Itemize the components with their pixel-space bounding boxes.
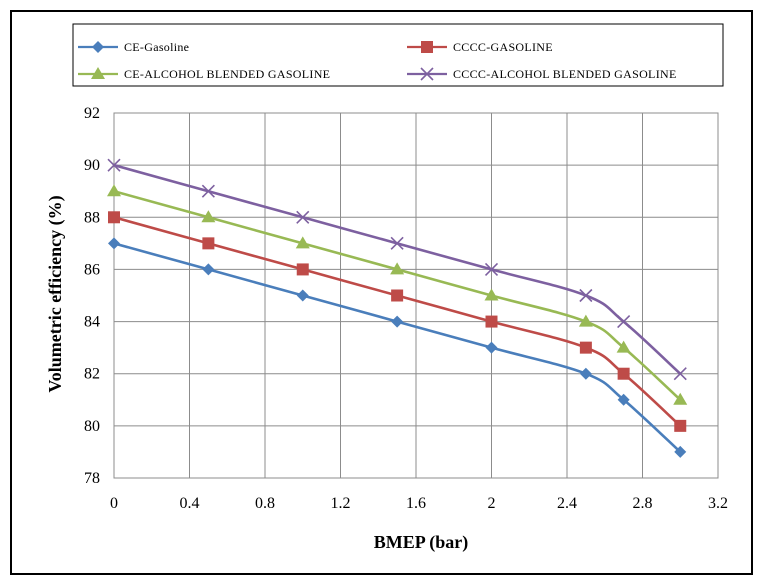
legend-marker [92,41,104,53]
data-point [296,263,309,276]
plot-grid [113,112,719,479]
data-point [484,288,499,301]
data-point [579,341,592,354]
x-tick-label: 2.4 [557,495,577,512]
data-point [108,211,120,224]
data-point [201,210,216,223]
series-1 [108,237,687,458]
y-tick-label: 90 [84,157,100,174]
data-point [617,315,631,329]
data-point [296,210,310,224]
data-point [485,341,498,354]
series-line [113,163,682,375]
legend-label: CCCC-GASOLINE [453,40,553,54]
data-point [107,184,121,197]
legend-marker [420,67,434,81]
data-point [484,262,499,276]
legend-label: CE-Gasoline [124,40,189,54]
data-point [617,367,630,380]
y-tick-label: 84 [84,314,100,331]
plot-area [113,112,719,479]
data-point [391,289,404,302]
legend-entry: CE-Gasoline [78,40,189,54]
series-line [113,242,682,453]
x-axis-title: BMEP (bar) [374,532,469,553]
legend-entry: CCCC-GASOLINE [407,40,553,54]
x-tick-label: 0.8 [255,495,275,512]
data-point [674,419,687,432]
series-line [113,189,682,401]
series-3 [107,184,688,405]
series-layer [107,158,688,458]
data-point [616,340,631,353]
data-point [391,315,404,328]
data-point [202,263,215,276]
x-tick-label: 0.4 [180,495,200,512]
y-tick-label: 80 [84,418,100,435]
y-axis-title: Volumetric efficiency (%) [45,195,66,392]
y-tick-label: 88 [84,209,100,226]
x-tick-label: 2.8 [633,495,653,512]
legend-marker [91,67,105,79]
y-tick-label: 86 [84,261,100,278]
data-point [390,236,404,250]
legend: CE-Gasoline CCCC-GASOLINE CE-ALCOHOL BLEND… [72,23,724,87]
data-point [202,237,215,250]
data-point [295,236,310,249]
data-point [674,445,687,458]
x-tick-label: 0 [110,495,118,512]
tick-labels: 0 0.4 0.8 1.2 1.6 2 2.4 2.8 3.2 78 80 82 84 86 88 90 92 [84,105,728,512]
data-point [579,288,593,303]
x-tick-label: 1.6 [406,495,426,512]
y-tick-label: 92 [84,105,100,122]
data-point [579,367,592,380]
legend-box [72,23,724,87]
legend-marker [421,41,433,53]
data-point [617,393,630,406]
data-point [107,158,121,172]
data-point [108,237,120,250]
x-tick-label: 3.2 [708,495,728,512]
legend-entry: CCCC-ALCOHOL BLENDED GASOLINE [407,67,677,81]
legend-label: CE-ALCOHOL BLENDED GASOLINE [124,67,330,81]
y-tick-label: 82 [84,366,100,383]
data-point [201,184,215,198]
x-tick-label: 2 [488,495,496,512]
data-point [296,289,309,302]
legend-entry: CE-ALCOHOL BLENDED GASOLINE [78,67,330,81]
x-tick-label: 1.2 [331,495,351,512]
data-point [673,392,688,405]
data-point [578,314,593,327]
series-4 [107,158,687,381]
y-tick-label: 78 [84,470,100,487]
legend-label: CCCC-ALCOHOL BLENDED GASOLINE [453,67,677,81]
data-point [673,367,687,381]
data-point [390,262,405,275]
series-2 [108,211,687,432]
data-point [485,315,498,328]
